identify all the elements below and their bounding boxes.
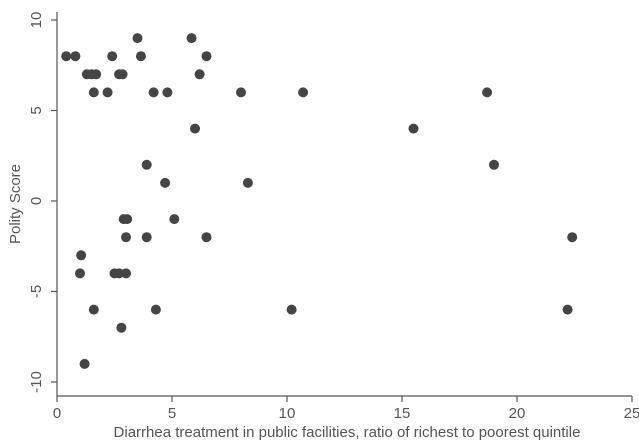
data-point	[107, 51, 118, 62]
data-point	[70, 51, 81, 62]
data-point	[141, 159, 152, 170]
y-tick-label: -10	[28, 371, 45, 393]
data-point	[186, 33, 197, 44]
data-point	[482, 87, 493, 98]
y-axis-title: Polity Score	[7, 164, 24, 244]
data-point	[141, 232, 152, 243]
x-tick-label: 0	[53, 405, 61, 422]
data-point	[91, 69, 102, 80]
data-point	[242, 177, 253, 188]
x-axis-ticks: 0 5 10 15 20 25	[53, 396, 639, 422]
y-tick-label: 5	[28, 106, 45, 114]
data-point	[132, 33, 143, 44]
data-point	[135, 51, 146, 62]
data-point	[122, 214, 133, 225]
data-point	[116, 322, 127, 333]
y-axis-ticks: 10 5 0 -5 -10	[28, 12, 57, 393]
data-point	[286, 304, 297, 315]
x-tick-label: 20	[509, 405, 526, 422]
y-tick-label: -5	[28, 285, 45, 298]
y-tick-label: 0	[28, 197, 45, 205]
plot-area	[56, 12, 632, 397]
x-tick-label: 5	[168, 405, 176, 422]
data-point	[190, 123, 200, 134]
data-point	[88, 304, 99, 315]
data-point	[75, 268, 85, 279]
data-point	[236, 87, 246, 98]
data-points	[61, 33, 578, 369]
data-point	[298, 87, 309, 98]
data-point	[567, 232, 578, 243]
x-tick-label: 10	[279, 405, 296, 422]
data-point	[114, 268, 125, 279]
data-point	[201, 232, 212, 243]
data-point	[102, 87, 113, 98]
x-axis-title: Diarrhea treatment in public facilities,…	[114, 424, 581, 441]
data-point	[117, 69, 128, 80]
data-point	[408, 123, 419, 134]
data-point	[121, 268, 131, 279]
data-point	[61, 51, 72, 62]
data-point	[562, 304, 573, 315]
data-point	[148, 87, 159, 98]
data-point	[194, 69, 205, 80]
data-point	[169, 214, 180, 225]
data-point	[489, 159, 499, 170]
data-point	[150, 304, 161, 315]
data-point	[121, 232, 131, 243]
data-point	[160, 177, 171, 188]
data-point	[79, 358, 90, 369]
y-tick-label: 10	[28, 12, 45, 29]
data-point	[201, 51, 212, 62]
data-point	[76, 250, 87, 261]
x-tick-label: 25	[624, 405, 639, 422]
data-point	[162, 87, 173, 98]
data-point	[88, 87, 99, 98]
x-tick-label: 15	[394, 405, 411, 422]
